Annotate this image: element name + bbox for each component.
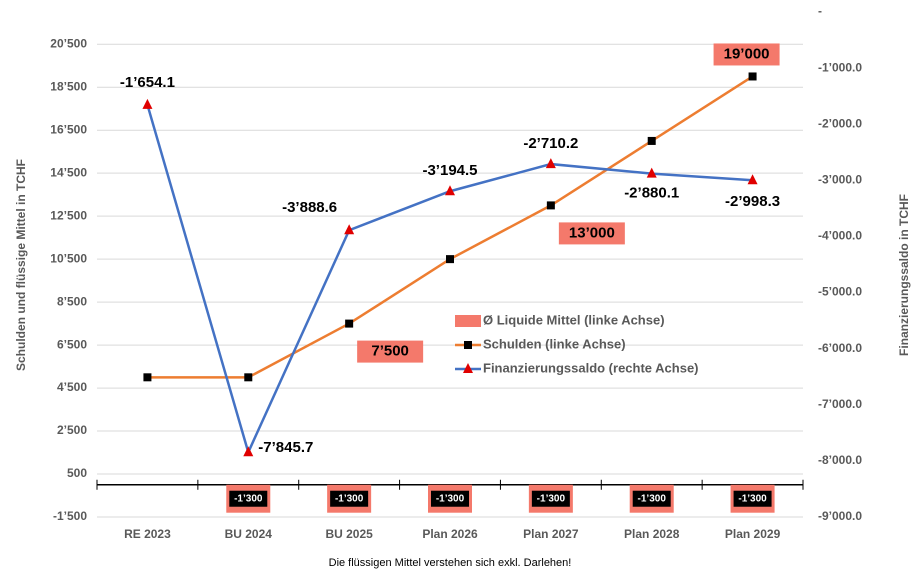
marker: [244, 373, 253, 382]
bar-label-bg: [229, 490, 268, 507]
line: [146, 104, 753, 456]
y-tick-label: 10’500: [50, 251, 87, 265]
x-tick-label: RE 2023: [124, 527, 171, 541]
y2-tick-label: -1’000.0: [818, 60, 862, 74]
y-tick-label: 20’500: [50, 36, 87, 50]
data-label: -2’880.1: [624, 185, 679, 202]
line: [147, 75, 754, 379]
data-label: -3’194.5: [422, 162, 477, 179]
footnote: Die flüssigen Mittel verstehen sich exkl…: [329, 557, 572, 569]
y-tick-label: 6’500: [57, 337, 87, 351]
y2-tick-label: -3’000.0: [818, 173, 862, 187]
x-tick-label: Plan 2027: [523, 527, 579, 541]
legend-label: Finanzierungssaldo (rechte Achse): [483, 360, 699, 375]
data-label: 19’000: [724, 45, 770, 62]
y-tick-label: -1’500: [53, 509, 87, 523]
y-tick-label: 12’500: [50, 208, 87, 222]
y2-tick-label: -: [818, 4, 822, 18]
x-tick-label: Plan 2029: [725, 527, 781, 541]
data-label: 7’500: [371, 343, 409, 360]
bar-label: -1’300: [335, 493, 364, 504]
y2-tick-label: -6’000.0: [818, 341, 862, 355]
bar-label: -1’300: [738, 493, 767, 504]
data-label: -7’845.7: [258, 439, 313, 456]
y2-tick-label: -5’000.0: [818, 285, 862, 299]
marker: [143, 373, 152, 382]
marker: [748, 72, 757, 81]
bar-label-bg: [330, 490, 369, 507]
y2-tick-label: -8’000.0: [818, 453, 862, 467]
bar-label-bg: [632, 490, 671, 507]
marker: [545, 158, 556, 169]
y-tick-label: 500: [67, 466, 87, 480]
data-label: -2’998.3: [725, 193, 780, 210]
bar-label: -1’300: [234, 493, 263, 504]
y2-tick-label: -7’000.0: [818, 397, 862, 411]
y2-tick-label: -2’000.0: [818, 116, 862, 130]
y-tick-label: 8’500: [57, 294, 87, 308]
y-tick-label: 4’500: [57, 380, 87, 394]
y-tick-label: 16’500: [50, 122, 87, 136]
legend-label: Ø Liquide Mittel (linke Achse): [483, 312, 665, 327]
y-tick-label: 14’500: [50, 165, 87, 179]
y-tick-label: 2’500: [57, 423, 87, 437]
x-tick-label: BU 2024: [225, 527, 273, 541]
marker: [344, 224, 355, 235]
bar-label-bg: [733, 490, 772, 507]
x-tick-label: Plan 2028: [624, 527, 680, 541]
x-tick-label: Plan 2026: [422, 527, 478, 541]
legend-marker: [463, 363, 473, 373]
y-tick-label: 18’500: [50, 79, 87, 93]
data-label: -3’888.6: [282, 199, 337, 216]
legend-marker: [464, 341, 472, 349]
bar-label: -1’300: [436, 493, 465, 504]
data-label: -1’654.1: [120, 74, 175, 91]
bar-label-bg: [431, 490, 469, 507]
bar-label-bg: [531, 490, 570, 507]
marker: [546, 201, 555, 210]
data-label: 13’000: [569, 224, 615, 241]
marker: [142, 98, 153, 109]
marker: [446, 255, 454, 264]
marker: [445, 185, 455, 196]
legend-swatch: [455, 315, 481, 327]
data-label: -2’710.2: [523, 135, 578, 152]
marker: [243, 446, 254, 457]
legend-label: Schulden (linke Achse): [483, 336, 626, 351]
marker: [747, 174, 758, 185]
bar-label: -1’300: [638, 493, 667, 504]
bar-label: -1’300: [537, 493, 566, 504]
y2-axis-label: Finanzierungssaldo in TCHF: [897, 194, 911, 356]
y-axis-label: Schulden und flüssige Mittel in TCHF: [14, 159, 28, 371]
data-label-bg: [558, 222, 625, 245]
marker: [647, 136, 656, 145]
y2-tick-label: -9’000.0: [818, 509, 862, 523]
y2-tick-label: -4’000.0: [818, 229, 862, 243]
data-label-bg: [357, 340, 424, 363]
data-label-bg: [713, 43, 780, 66]
marker: [345, 319, 354, 328]
x-tick-label: BU 2025: [325, 527, 373, 541]
marker: [646, 167, 657, 178]
